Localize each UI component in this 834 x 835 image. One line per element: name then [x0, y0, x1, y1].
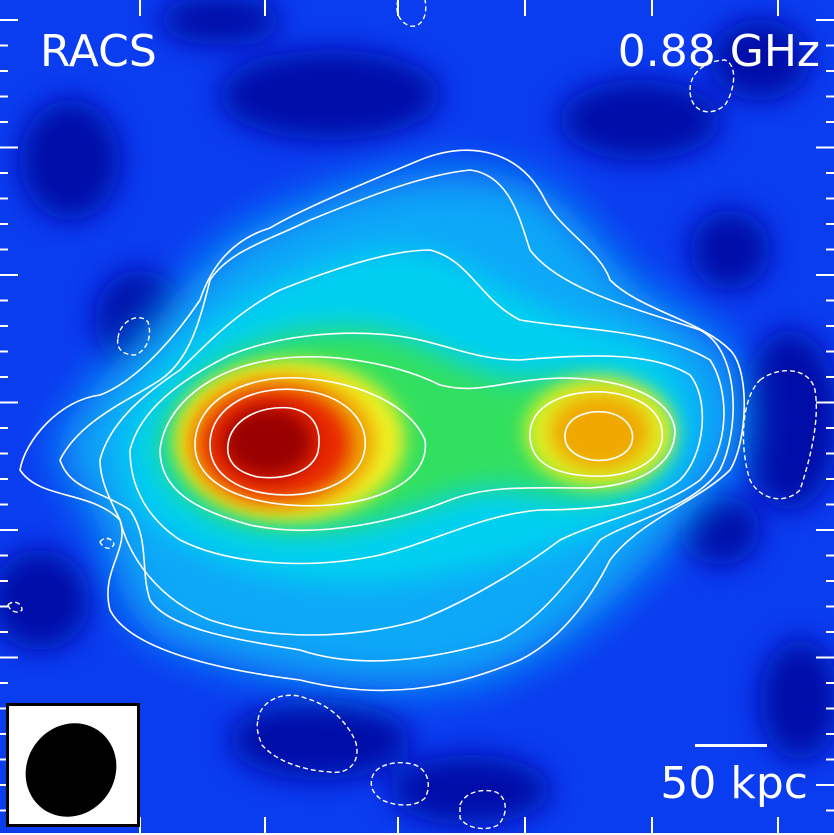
contour-level-7	[209, 388, 366, 496]
contour-level-7b	[564, 410, 634, 462]
contour-level-6	[194, 377, 427, 507]
positive-contours	[19, 149, 746, 692]
frequency-label: 0.88 GHz	[617, 26, 820, 77]
emission-core	[223, 407, 313, 477]
scale-bar-label: 50 kpc	[660, 758, 808, 809]
beam-box	[6, 703, 140, 835]
contour-level-1	[19, 149, 746, 692]
contour-level-8	[226, 406, 320, 479]
negative-contours	[7, 0, 818, 830]
contour-level-5	[159, 356, 676, 531]
contour-level-2	[59, 169, 734, 662]
contour-level-6b	[529, 391, 664, 477]
scale-bar	[695, 744, 767, 747]
contour-level-3	[99, 249, 725, 636]
contour-level-4	[129, 332, 704, 565]
survey-label: RACS	[40, 26, 157, 77]
beam-ellipse	[7, 705, 135, 835]
